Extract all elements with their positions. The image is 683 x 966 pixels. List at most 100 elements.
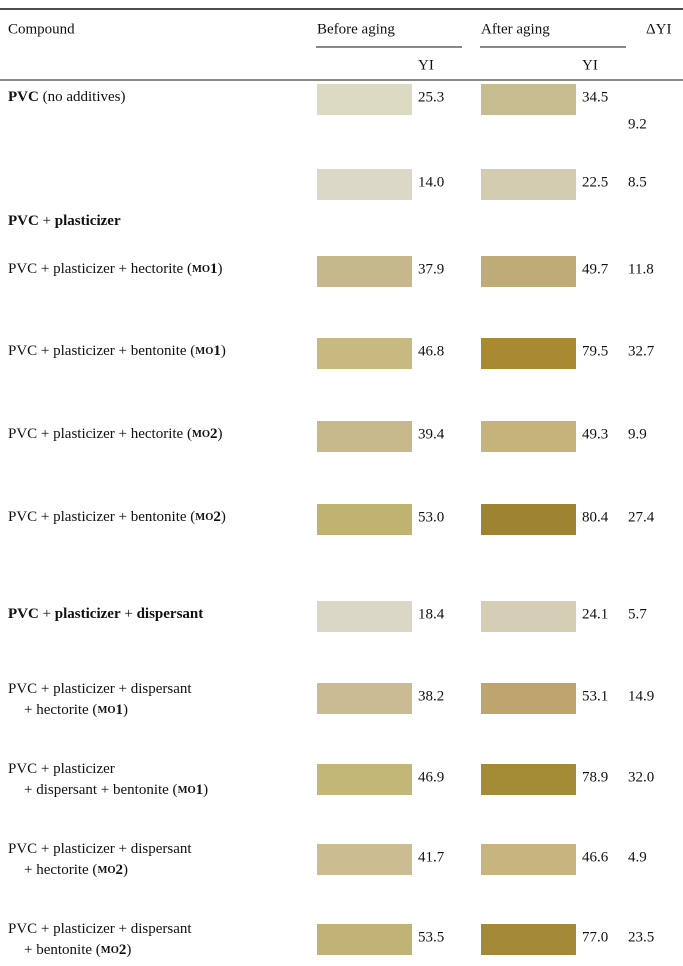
delta-yi: 4.9: [628, 849, 647, 865]
compound-segment: 2: [116, 862, 124, 878]
compound-segment: 1: [213, 343, 221, 359]
compound-segment: ): [218, 261, 223, 277]
after-yi: 34.5: [582, 89, 608, 105]
compound-segment: MO: [195, 346, 213, 357]
color-swatch: [481, 84, 576, 115]
color-swatch: [317, 84, 412, 115]
compound-line: PVC + plasticizer + bentonite (MO1): [8, 343, 226, 359]
compound-segment: +: [39, 213, 55, 229]
after-yi: 53.1: [582, 688, 608, 704]
compound-line: + bentonite (MO2): [24, 942, 131, 958]
color-swatch: [481, 683, 576, 714]
compound-line: PVC + plasticizer + dispersant: [8, 841, 192, 857]
compound-segment: 1: [210, 261, 218, 277]
table: Compound Before aging After aging ΔYI YI…: [0, 0, 683, 966]
color-swatch: [317, 844, 412, 875]
compound-segment: ): [218, 426, 223, 442]
compound-segment: MO: [192, 429, 210, 440]
compound-segment: 1: [116, 702, 124, 718]
after-yi: 79.5: [582, 343, 608, 359]
after-yi: 80.4: [582, 509, 609, 525]
delta-yi: 11.8: [628, 261, 654, 277]
compound-segment: PVC: [8, 89, 39, 105]
compound-segment: + hectorite (: [24, 702, 97, 718]
color-swatch: [481, 764, 576, 795]
before-yi: 18.4: [418, 606, 445, 622]
compound-line: PVC + plasticizer + hectorite (MO2): [8, 426, 223, 442]
header-after: After aging: [481, 21, 550, 37]
compound-line: PVC (no additives): [8, 89, 125, 105]
before-yi: 14.0: [418, 174, 444, 190]
compound-segment: MO: [97, 865, 115, 876]
color-swatch: [481, 169, 576, 200]
compound-segment: MO: [97, 705, 115, 716]
compound-line: + dispersant + bentonite (MO1): [24, 782, 208, 798]
delta-yi: 32.0: [628, 769, 654, 785]
compound-line: PVC + plasticizer + dispersant: [8, 921, 192, 937]
delta-yi: 27.4: [628, 509, 655, 525]
color-swatch: [317, 601, 412, 632]
header-compound: Compound: [8, 21, 75, 37]
header-delta: ΔYI: [646, 21, 671, 37]
color-swatch: [481, 601, 576, 632]
compound-segment: MO: [178, 785, 196, 796]
compound-segment: MO: [101, 945, 119, 956]
compound-line: PVC + plasticizer: [8, 761, 115, 777]
compound-segment: PVC + plasticizer + bentonite (: [8, 509, 195, 525]
compound-segment: ): [221, 343, 226, 359]
compound-segment: PVC: [8, 606, 39, 622]
before-yi: 25.3: [418, 89, 444, 105]
color-swatch: [481, 338, 576, 369]
compound-segment: ): [123, 702, 128, 718]
delta-yi: 23.5: [628, 929, 654, 945]
compound-line: + hectorite (MO2): [24, 862, 128, 878]
color-swatch: [317, 256, 412, 287]
after-yi: 77.0: [582, 929, 608, 945]
compound-segment: ): [123, 862, 128, 878]
before-yi: 46.9: [418, 769, 444, 785]
before-yi: 41.7: [418, 849, 445, 865]
color-swatch: [317, 764, 412, 795]
compound-segment: PVC: [8, 213, 39, 229]
color-swatch: [317, 924, 412, 955]
compound-segment: + bentonite (: [24, 942, 101, 958]
color-swatch: [317, 338, 412, 369]
compound-line: PVC + plasticizer: [8, 213, 121, 229]
compound-segment: 2: [119, 942, 127, 958]
compound-segment: PVC + plasticizer: [8, 761, 115, 777]
compound-segment: 2: [213, 509, 221, 525]
color-swatch: [481, 844, 576, 875]
color-swatch: [317, 169, 412, 200]
compound-segment: + hectorite (: [24, 862, 97, 878]
delta-yi: 9.2: [628, 116, 647, 132]
compound-segment: plasticizer: [55, 213, 121, 229]
delta-yi: 5.7: [628, 606, 647, 622]
compound-line: + hectorite (MO1): [24, 702, 128, 718]
compound-segment: PVC + plasticizer + bentonite (: [8, 343, 195, 359]
compound-segment: PVC + plasticizer + dispersant: [8, 841, 192, 857]
header-before: Before aging: [317, 21, 395, 37]
delta-yi: 9.9: [628, 426, 647, 442]
compound-segment: MO: [195, 512, 213, 523]
after-yi: 22.5: [582, 174, 608, 190]
compound-segment: MO: [192, 264, 210, 275]
compound-segment: PVC + plasticizer + hectorite (: [8, 426, 192, 442]
compound-line: PVC + plasticizer + dispersant: [8, 681, 192, 697]
before-yi: 39.4: [418, 426, 445, 442]
before-yi: 53.5: [418, 929, 444, 945]
compound-segment: 1: [196, 782, 204, 798]
color-swatch: [317, 504, 412, 535]
compound-line: PVC + plasticizer + dispersant: [8, 606, 203, 622]
compound-segment: PVC + plasticizer + hectorite (: [8, 261, 192, 277]
before-yi: 46.8: [418, 343, 444, 359]
after-yi: 46.6: [582, 849, 609, 865]
compound-line: PVC + plasticizer + hectorite (MO1): [8, 261, 223, 277]
compound-segment: plasticizer: [55, 606, 121, 622]
header-before-yi: YI: [418, 57, 434, 73]
header-after-yi: YI: [582, 57, 598, 73]
compound-segment: ): [126, 942, 131, 958]
after-yi: 78.9: [582, 769, 608, 785]
color-swatch: [481, 504, 576, 535]
delta-yi: 8.5: [628, 174, 647, 190]
color-swatch: [481, 924, 576, 955]
